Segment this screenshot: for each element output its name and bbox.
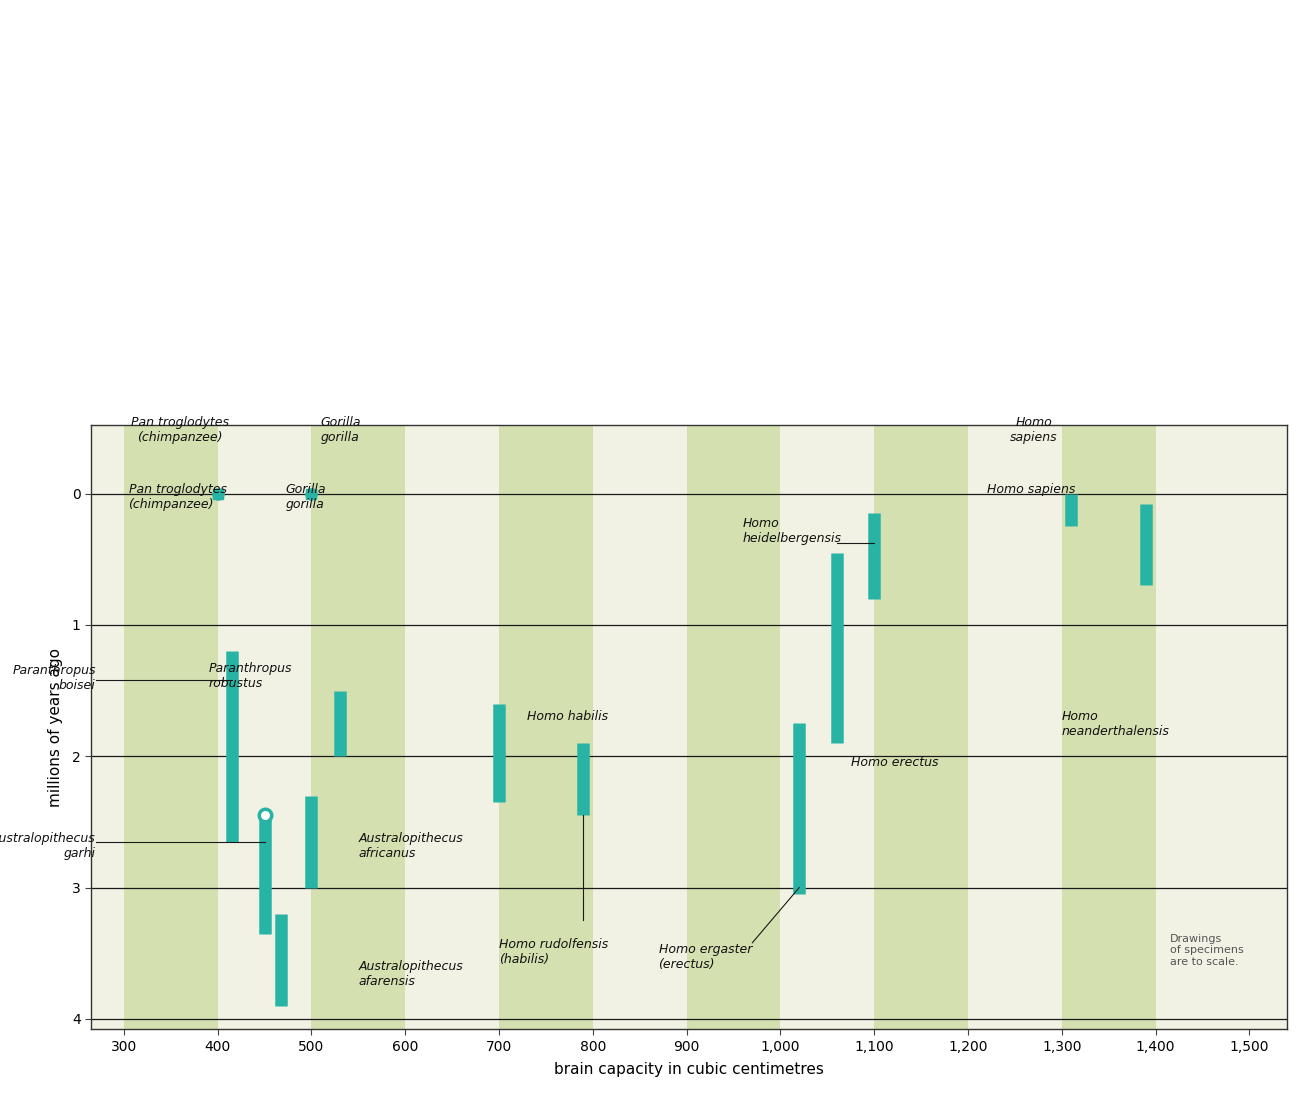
Text: Homo
heidelbergensis: Homo heidelbergensis	[742, 517, 842, 545]
Text: Pan troglodytes
(chimpanzee): Pan troglodytes (chimpanzee)	[129, 483, 226, 511]
Text: Gorilla
gorilla: Gorilla gorilla	[321, 415, 361, 443]
Text: Paranthropus
robustus: Paranthropus robustus	[208, 661, 291, 689]
Text: Homo
neanderthalensis: Homo neanderthalensis	[1062, 711, 1170, 739]
Bar	[875, 425, 968, 1029]
Text: Gorilla
gorilla: Gorilla gorilla	[285, 483, 326, 511]
Bar	[1062, 425, 1156, 1029]
Text: Pan troglodytes
(chimpanzee): Pan troglodytes (chimpanzee)	[131, 415, 229, 443]
Text: Homo ergaster
(erectus): Homo ergaster (erectus)	[659, 943, 751, 971]
Text: Australopithecus
afarensis: Australopithecus afarensis	[359, 960, 463, 988]
Bar	[499, 425, 593, 1029]
Text: Homo erectus: Homo erectus	[850, 756, 939, 769]
Y-axis label: millions of years ago: millions of years ago	[48, 648, 64, 807]
Text: Homo
sapiens: Homo sapiens	[1010, 415, 1057, 443]
Text: Australopithecus
africanus: Australopithecus africanus	[359, 833, 463, 861]
X-axis label: brain capacity in cubic centimetres: brain capacity in cubic centimetres	[554, 1062, 824, 1078]
Text: Homo rudolfensis
(habilis): Homo rudolfensis (habilis)	[499, 938, 608, 966]
Text: Homo sapiens: Homo sapiens	[987, 483, 1075, 496]
Text: Homo habilis: Homo habilis	[528, 711, 608, 723]
Text: Paranthropus
boisei: Paranthropus boisei	[12, 665, 96, 693]
Bar	[686, 425, 780, 1029]
Text: Australopithecus
garhi: Australopithecus garhi	[0, 833, 96, 861]
Text: Drawings
of specimens
are to scale.: Drawings of specimens are to scale.	[1170, 933, 1244, 967]
Bar	[124, 425, 217, 1029]
Bar	[312, 425, 406, 1029]
